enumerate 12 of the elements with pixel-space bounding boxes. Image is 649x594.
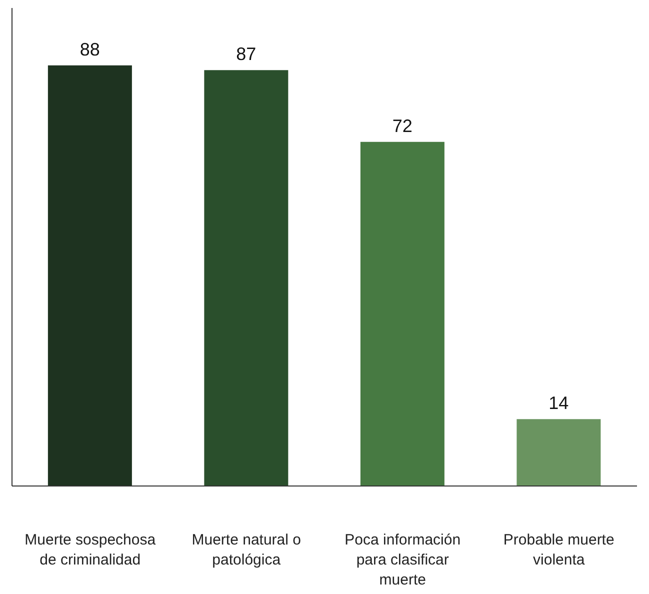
x-tick-label: Poca información para clasificar muerte (344, 532, 461, 589)
bar (360, 142, 444, 486)
bar (48, 65, 132, 486)
x-tick-label: Probable muerte violenta (503, 532, 614, 569)
bar (204, 70, 288, 486)
x-tick-label: Muerte sospechosa de criminalidad (24, 532, 156, 569)
data-label: 14 (548, 393, 569, 414)
x-tick-label: Muerte natural o patológica (192, 532, 301, 569)
data-label: 87 (236, 44, 256, 64)
data-label: 88 (80, 39, 100, 60)
bar (516, 419, 601, 486)
data-label: 72 (392, 116, 412, 136)
